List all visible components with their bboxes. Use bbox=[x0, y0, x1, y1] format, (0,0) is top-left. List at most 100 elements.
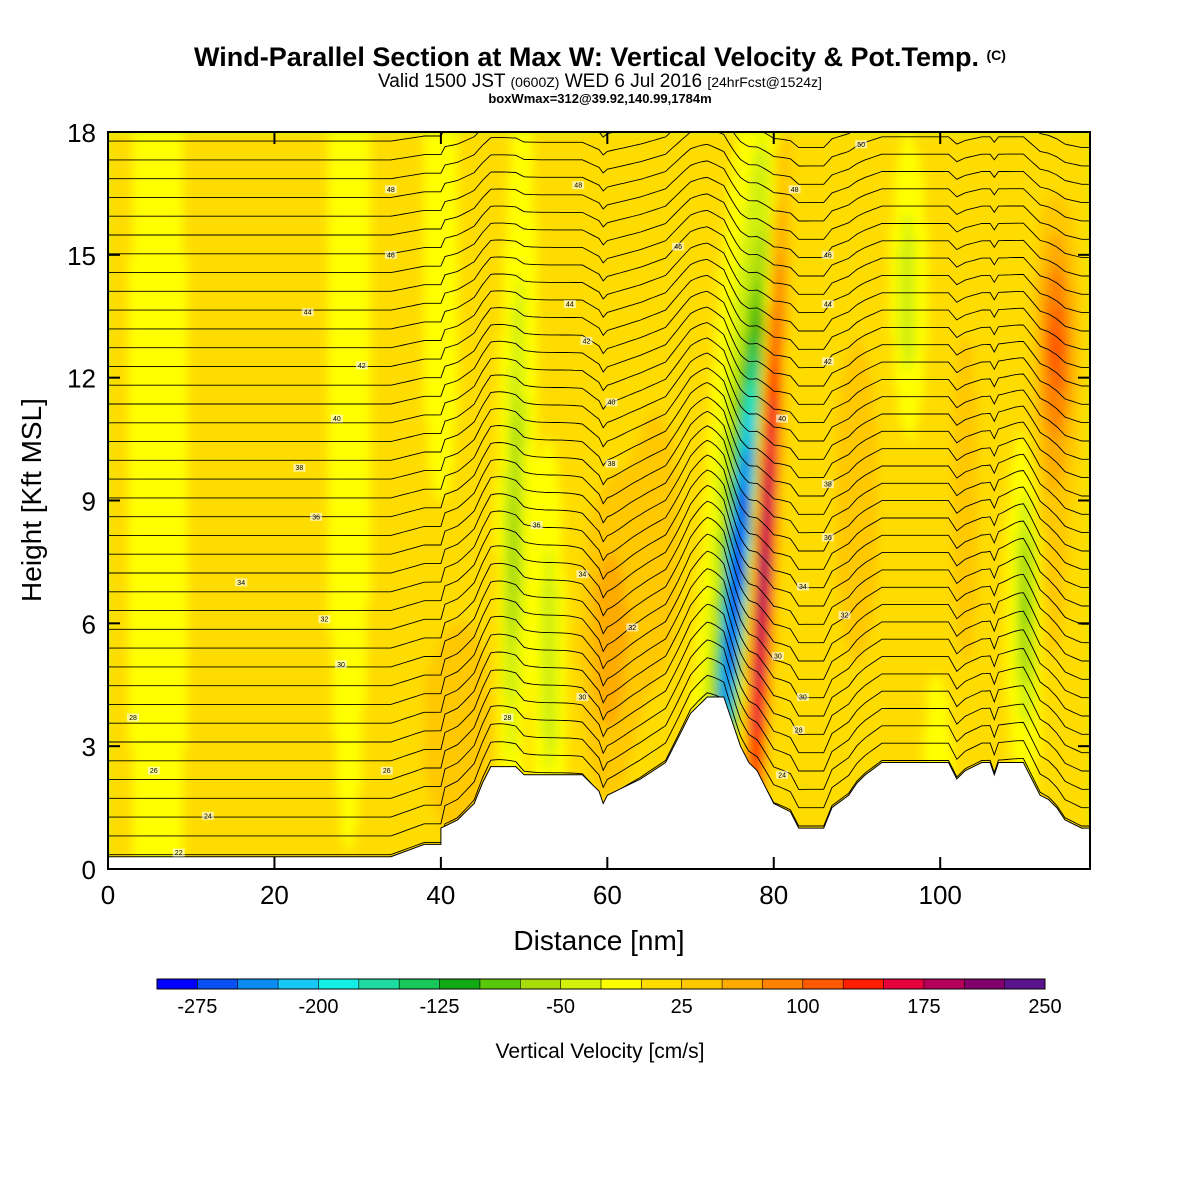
field-cell bbox=[366, 695, 371, 706]
field-cell bbox=[303, 428, 309, 440]
field-cell bbox=[137, 336, 142, 348]
field-cell bbox=[282, 132, 288, 143]
field-cell bbox=[324, 510, 330, 522]
field-cell bbox=[328, 592, 334, 604]
field-cell bbox=[374, 572, 380, 583]
field-cell bbox=[116, 541, 122, 553]
field-cell bbox=[145, 224, 151, 235]
field-cell bbox=[282, 572, 288, 583]
field-cell bbox=[307, 746, 313, 757]
field-cell bbox=[112, 715, 117, 727]
field-cell bbox=[386, 193, 392, 205]
field-cell bbox=[145, 776, 151, 788]
field-cell bbox=[228, 613, 234, 624]
field-cell bbox=[299, 142, 305, 153]
field-cell bbox=[282, 254, 288, 266]
field-cell bbox=[286, 561, 292, 573]
field-cell bbox=[286, 684, 292, 696]
field-cell bbox=[128, 480, 134, 491]
field-cell bbox=[299, 746, 305, 757]
field-cell bbox=[249, 838, 255, 850]
field-cell bbox=[133, 705, 138, 716]
field-cell bbox=[386, 162, 392, 174]
field-cell bbox=[374, 316, 380, 328]
field-cell bbox=[390, 828, 396, 839]
field-cell bbox=[341, 582, 346, 594]
field-cell bbox=[345, 357, 350, 368]
field-cell bbox=[253, 838, 259, 850]
field-cell bbox=[332, 623, 338, 635]
field-cell bbox=[349, 746, 355, 757]
field-cell bbox=[220, 807, 226, 819]
field-cell bbox=[282, 715, 288, 727]
field-cell bbox=[120, 142, 126, 153]
field-cell bbox=[249, 428, 255, 440]
field-cell bbox=[191, 326, 196, 338]
field-cell bbox=[291, 787, 296, 798]
field-cell bbox=[220, 602, 226, 614]
field-cell bbox=[145, 469, 151, 481]
field-cell bbox=[170, 408, 176, 420]
field-cell bbox=[170, 787, 176, 798]
field-cell bbox=[366, 674, 371, 686]
field-cell bbox=[345, 582, 350, 594]
field-cell bbox=[390, 347, 396, 358]
field-cell bbox=[224, 387, 230, 399]
field-cell bbox=[345, 674, 350, 686]
field-cell bbox=[174, 398, 180, 409]
field-cell bbox=[228, 347, 234, 358]
field-cell bbox=[141, 347, 147, 358]
field-cell bbox=[112, 265, 117, 276]
field-cell bbox=[220, 766, 226, 778]
field-cell bbox=[116, 654, 122, 665]
field-cell bbox=[253, 746, 259, 757]
field-cell bbox=[174, 213, 180, 225]
field-cell bbox=[311, 490, 317, 502]
field-cell bbox=[112, 776, 117, 788]
field-cell bbox=[253, 654, 259, 665]
field-cell bbox=[128, 183, 134, 194]
field-cell bbox=[311, 377, 317, 389]
field-cell bbox=[182, 275, 188, 287]
field-cell bbox=[311, 234, 317, 246]
field-cell bbox=[386, 367, 392, 379]
field-cell bbox=[178, 213, 184, 225]
field-cell bbox=[311, 357, 317, 368]
field-cell bbox=[112, 408, 117, 420]
field-cell bbox=[361, 848, 367, 860]
field-cell bbox=[133, 275, 138, 287]
field-cell bbox=[370, 418, 375, 430]
field-cell bbox=[232, 674, 238, 686]
field-cell bbox=[282, 316, 288, 328]
field-cell bbox=[137, 828, 142, 839]
field-cell bbox=[295, 633, 300, 645]
field-cell bbox=[166, 766, 172, 778]
field-cell bbox=[124, 787, 130, 798]
field-cell bbox=[228, 705, 234, 716]
field-cell bbox=[378, 193, 384, 205]
field-cell bbox=[349, 725, 355, 737]
field-cell bbox=[270, 684, 276, 696]
field-cell bbox=[245, 551, 251, 563]
field-cell bbox=[374, 193, 380, 205]
field-cell bbox=[278, 623, 284, 635]
field-cell bbox=[257, 756, 263, 768]
field-cell bbox=[224, 428, 230, 440]
field-cell bbox=[361, 510, 367, 522]
field-cell bbox=[286, 326, 292, 338]
field-cell bbox=[124, 746, 130, 757]
field-cell bbox=[232, 654, 238, 665]
field-cell bbox=[341, 306, 346, 317]
field-cell bbox=[203, 654, 209, 665]
field-cell bbox=[320, 531, 325, 542]
field-cell bbox=[120, 357, 126, 368]
field-cell bbox=[203, 531, 209, 542]
field-cell bbox=[249, 193, 255, 205]
field-cell bbox=[266, 336, 271, 348]
field-cell bbox=[195, 613, 201, 624]
field-cell bbox=[291, 428, 296, 440]
field-cell bbox=[332, 275, 338, 287]
field-cell bbox=[124, 592, 130, 604]
field-cell bbox=[270, 613, 276, 624]
field-cell bbox=[299, 776, 305, 788]
